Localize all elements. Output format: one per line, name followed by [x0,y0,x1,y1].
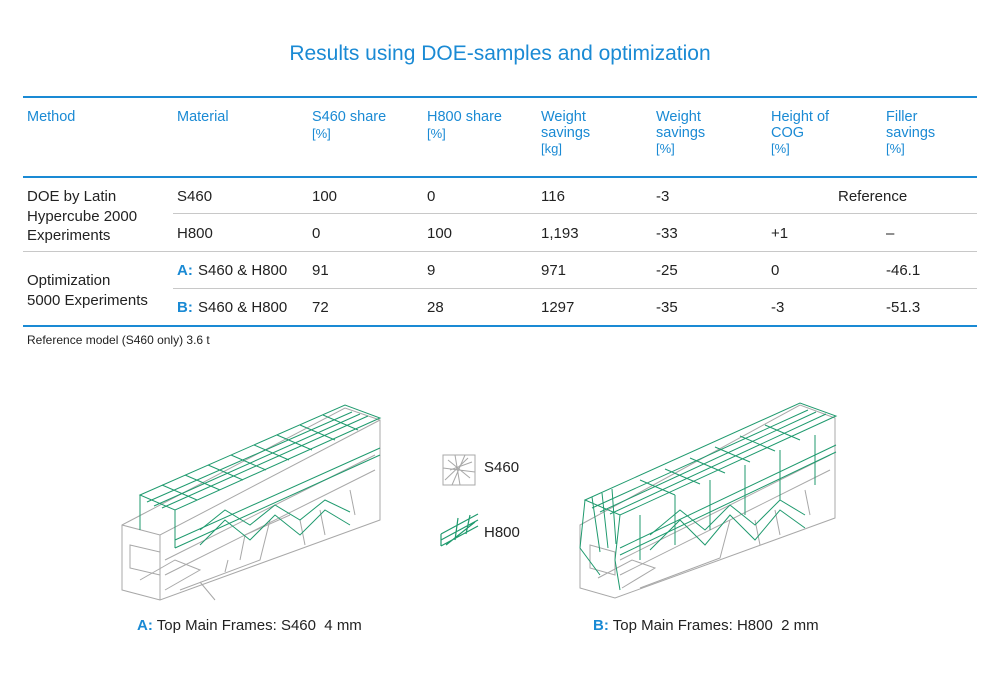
header-label-line2: savings [886,124,936,141]
table-row: A: S460 & H800 91 9 971 -25 0 -46.1 [0,261,1000,281]
header-label: H800 share [427,109,502,125]
caption-b-prefix: B: [593,617,609,634]
method-doe: DOE by Latin Hypercube 2000 Experiments [27,187,137,246]
cog-cell: 0 [771,262,780,279]
green-frame-icon [440,513,479,547]
caption-b-text: Top Main Frames: H800 2 mm [612,617,819,634]
header-unit: [%] [427,125,446,141]
row-divider [173,213,977,214]
reference-cell: Reference [838,188,908,205]
table-bottom-rule [23,325,977,327]
header-unit: [%] [771,141,790,156]
cog-cell: +1 [771,225,789,242]
weight-pct-cell: -35 [656,299,678,316]
filler-cell: -46.1 [886,262,921,279]
s460-share-cell: 100 [312,188,338,205]
table-top-rule [23,96,977,98]
bus-b-illustration [579,402,838,599]
header-label-line2: savings [656,124,706,141]
header-label: Material [177,109,229,125]
legend-s460-label: S460 [484,459,520,476]
s460-share-cell: 91 [312,262,329,279]
header-unit: [%] [886,141,905,156]
method-line: Hypercube 2000 [27,207,138,225]
caption-a-text: Top Main Frames: S460 4 mm [156,617,362,634]
group-divider [23,251,977,252]
weight-kg-cell: 116 [541,188,565,205]
grey-frame-icon [442,454,476,486]
legend-h800-label: H800 [484,524,520,541]
header-bottom-rule [23,176,977,178]
header-cog: Height of COG [%] [771,109,830,157]
s460-share-cell: 0 [312,225,321,242]
header-label: Weight [541,109,586,125]
footnote: Reference model (S460 only) 3.6 t [27,333,210,347]
variant-prefix: B: [177,299,193,316]
header-label: Filler [886,109,918,125]
header-label: Height of [771,109,830,125]
header-unit: [%] [312,125,331,141]
variant-prefix: A: [177,262,193,279]
header-material: Material [177,109,229,126]
table-row: B: S460 & H800 72 28 1297 -35 -3 -51.3 [0,298,1000,318]
weight-pct-cell: -33 [656,225,678,242]
bus-a-illustration [121,404,382,601]
method-line: DOE by Latin [27,188,117,205]
header-h800-share: H800 share [%] [427,109,502,141]
weight-kg-cell: 1297 [541,299,575,316]
row-divider [173,288,977,289]
header-label-line2: COG [771,124,805,141]
header-label-line2: savings [541,124,591,141]
caption-a-prefix: A: [137,617,153,634]
header-unit: [%] [656,141,675,156]
table-row: H800 0 100 1,193 -33 +1 – [0,224,1000,244]
h800-share-cell: 9 [427,262,436,279]
header-label: S460 share [312,109,387,125]
material-cell: H800 [177,225,213,242]
caption-a: A: Top Main Frames: S460 4 mm [137,617,362,634]
header-method: Method [27,109,76,126]
method-line: Experiments [27,227,111,244]
s460-share-cell: 72 [312,299,329,316]
table-row: S460 100 0 116 -3 Reference [0,187,1000,207]
header-label: Method [27,109,76,125]
h800-share-cell: 100 [427,225,453,242]
page-title: Results using DOE-samples and optimizati… [289,42,711,65]
filler-cell: -51.3 [886,299,921,316]
header-weight-pct: Weight savings [%] [656,109,706,157]
material-cell: S460 [177,188,213,205]
method-line: Optimization [27,272,111,289]
method-optimization: Optimization 5000 Experiments [27,271,148,310]
caption-b: B: Top Main Frames: H800 2 mm [593,617,819,634]
weight-kg-cell: 971 [541,262,567,279]
weight-pct-cell: -3 [656,188,670,205]
filler-cell: – [886,225,895,242]
weight-pct-cell: -25 [656,262,678,279]
header-s460-share: S460 share [%] [312,109,387,141]
header-filler: Filler savings [%] [886,109,936,157]
h800-share-cell: 28 [427,299,444,316]
h800-share-cell: 0 [427,188,436,205]
header-weight-kg: Weight savings [kg] [541,109,591,157]
header-label: Weight [656,109,701,125]
weight-kg-cell: 1,193 [541,225,579,242]
method-line: 5000 Experiments [27,291,148,309]
material-cell: S460 & H800 [198,299,288,316]
material-cell: S460 & H800 [198,262,288,279]
cog-cell: -3 [771,299,785,316]
header-unit: [kg] [541,141,562,156]
